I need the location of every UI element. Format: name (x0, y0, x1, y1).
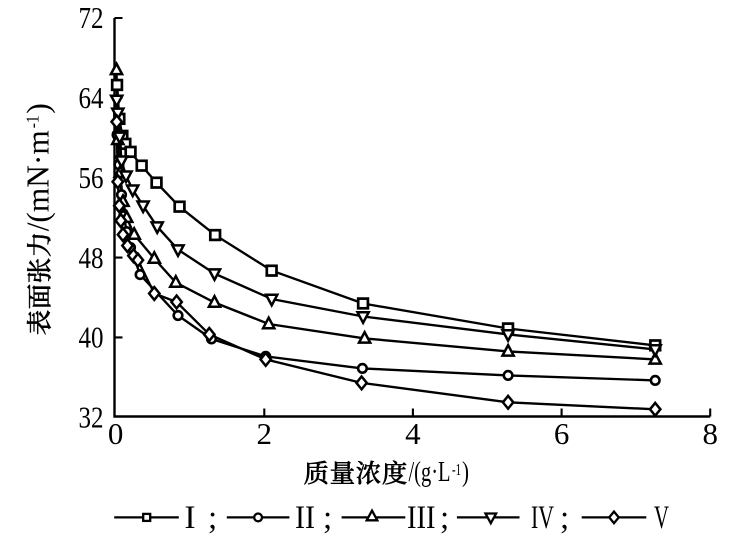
svg-text:;: ; (323, 500, 332, 534)
svg-text:32: 32 (79, 400, 104, 435)
svg-text:III: III (407, 500, 436, 534)
svg-text:56: 56 (79, 160, 104, 195)
svg-text:-1: -1 (23, 115, 43, 128)
svg-text:V: V (654, 500, 669, 534)
svg-text:40: 40 (79, 320, 104, 355)
svg-text:-1: -1 (452, 460, 461, 479)
svg-text:48: 48 (79, 240, 104, 275)
svg-text:): ) (462, 456, 469, 488)
svg-text:;: ; (560, 500, 569, 534)
svg-text:0: 0 (108, 416, 124, 451)
svg-text:;: ; (440, 500, 449, 534)
svg-text:): ) (20, 103, 56, 114)
svg-text:8: 8 (702, 416, 718, 451)
svg-text:2: 2 (257, 416, 273, 451)
svg-text:II: II (295, 500, 315, 534)
svg-text:I: I (185, 500, 196, 534)
svg-text:;: ; (208, 500, 217, 534)
svg-text:/(g·L: /(g·L (409, 456, 451, 488)
svg-text:IV: IV (531, 500, 554, 534)
svg-text:4: 4 (405, 416, 421, 451)
svg-text:72: 72 (79, 0, 104, 35)
svg-text:6: 6 (554, 416, 570, 451)
svg-text:/(mN·m: /(mN·m (20, 130, 56, 231)
svg-text:64: 64 (79, 80, 104, 115)
